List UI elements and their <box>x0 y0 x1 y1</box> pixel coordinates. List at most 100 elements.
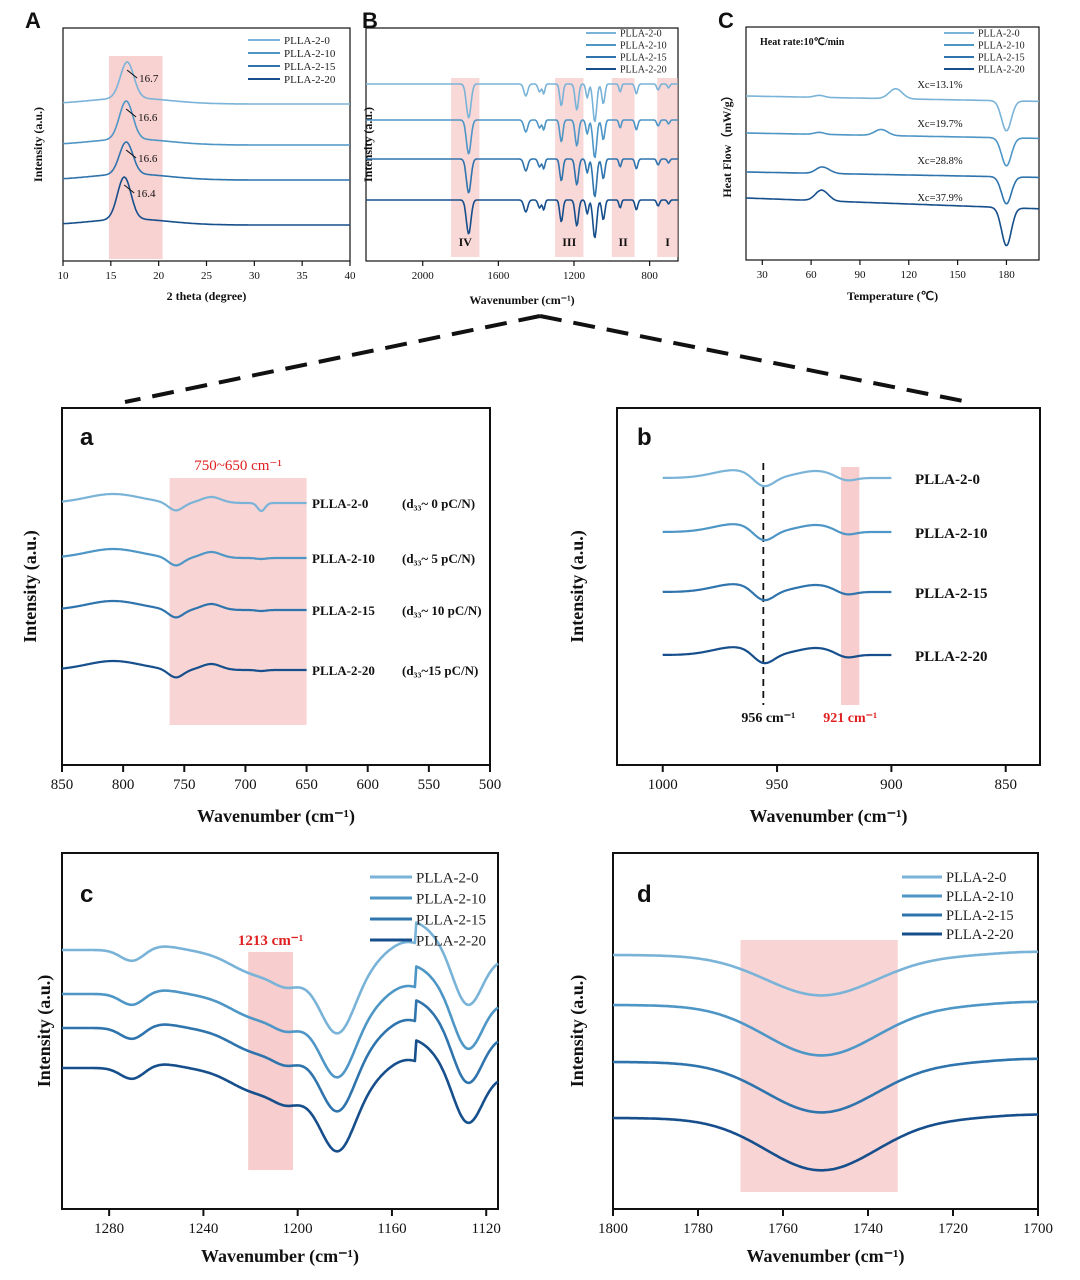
series-line <box>613 1000 1038 1057</box>
series-line <box>613 1057 1038 1114</box>
d33-label: (d₃₃~15 pC/N) <box>402 663 478 678</box>
peak-label: 16.7 <box>139 73 159 85</box>
x-tick-label: 1780 <box>683 1221 713 1237</box>
series-line <box>61 599 307 619</box>
axes-frame <box>612 852 1039 1210</box>
x-tick-label: 60 <box>806 269 818 281</box>
series-label: PLLA-2-0 <box>312 496 368 511</box>
series-line <box>62 141 350 181</box>
y-axis-title: Heat Flow（mW/g） <box>719 89 734 197</box>
series-line <box>746 88 1039 132</box>
series-label: PLLA-2-10 <box>312 551 375 566</box>
series-line <box>61 659 307 679</box>
x-tick-label: 90 <box>854 269 866 281</box>
series-line <box>662 469 892 488</box>
x-tick-label: 850 <box>51 777 74 793</box>
series-line <box>62 999 499 1113</box>
region-label: III <box>562 235 576 249</box>
x-tick-label: 1280 <box>94 1221 124 1237</box>
panel-letter: b <box>637 424 652 451</box>
series-line <box>662 583 892 602</box>
panel-letter: C <box>718 8 734 33</box>
series-line <box>62 965 499 1079</box>
xc-label: Xc=37.9% <box>917 193 963 204</box>
marker-956-label: 956 cm⁻¹ <box>741 711 795 726</box>
band-label: 750~650 cm⁻¹ <box>194 458 282 474</box>
x-tick-label: 30 <box>757 269 769 281</box>
legend-label: PLLA-2-20 <box>416 933 486 949</box>
region-label: IV <box>459 235 473 249</box>
legend-label: PLLA-2-10 <box>620 41 667 52</box>
x-tick-label: 1160 <box>377 1221 406 1237</box>
axes-frame <box>61 852 499 1210</box>
peak-tick <box>125 108 137 118</box>
series-label: PLLA-2-10 <box>915 526 988 542</box>
peak-label: 16.6 <box>138 153 158 165</box>
legend-label: PLLA-2-10 <box>946 889 1014 905</box>
y-axis-title: Intensity (a.u.) <box>34 975 55 1088</box>
peak-label: 16.6 <box>138 112 158 124</box>
panel-A: A 10 15 20 25 30 35 40 2 theta (degree) Intensity… <box>25 8 356 303</box>
band-label: 1213 cm⁻¹ <box>238 933 303 949</box>
heat-rate-note: Heat rate:10℃/min <box>760 37 845 48</box>
y-axis-title: Intensity (a.u.) <box>567 975 588 1088</box>
series-line <box>662 646 892 665</box>
x-axis-title: Wavenumber (cm⁻¹) <box>201 1246 359 1267</box>
legend-label: PLLA-2-10 <box>978 41 1025 52</box>
x-tick-label: 950 <box>766 777 789 793</box>
legend-label: PLLA-2-20 <box>620 65 667 76</box>
x-tick-label: 600 <box>356 777 379 793</box>
d33-label: (d₃₃~ 10 pC/N) <box>402 603 482 618</box>
legend-label: PLLA-2-10 <box>416 891 486 907</box>
series-line <box>746 189 1039 247</box>
x-tick-label: 180 <box>998 269 1015 281</box>
x-tick-label: 15 <box>105 270 117 282</box>
x-axis-title: Temperature (℃) <box>847 289 938 303</box>
x-tick-label: 1720 <box>938 1221 968 1237</box>
series-line <box>366 119 678 159</box>
zoom-line-left <box>124 314 541 404</box>
legend-label: PLLA-2-15 <box>620 53 667 64</box>
x-axis-title: Wavenumber (cm⁻¹) <box>749 806 907 827</box>
x-axis-title: Wavenumber (cm⁻¹) <box>469 293 574 307</box>
peak-tick <box>123 184 135 194</box>
region-band <box>657 78 678 257</box>
series-line <box>746 166 1039 205</box>
x-tick-label: 700 <box>234 777 257 793</box>
x-tick-label: 500 <box>479 777 502 793</box>
x-axis-title: Wavenumber (cm⁻¹) <box>746 1246 904 1267</box>
panel-d: d 1800 1780 1760 1740 1720 1700 Wavenumber (cm⁻… <box>567 852 1053 1267</box>
panel-letter: B <box>362 8 378 33</box>
x-tick-label: 1120 <box>471 1221 500 1237</box>
legend-label: PLLA-2-0 <box>946 870 1006 886</box>
x-tick-label: 120 <box>901 269 918 281</box>
x-tick-label: 1800 <box>598 1221 628 1237</box>
peak-tick <box>125 149 137 159</box>
marker-921-label: 921 cm⁻¹ <box>823 711 877 726</box>
series-line <box>613 1113 1038 1172</box>
x-tick-label: 150 <box>949 269 966 281</box>
series-line <box>61 547 307 567</box>
panel-C: C 30 60 90 120 150 180 Temperature (℃) Heat Flow… <box>718 8 1040 303</box>
x-tick-label: 20 <box>153 270 165 282</box>
panel-a: a 850 800 750 700 650 600 550 500 Wavenumber (cm⁻… <box>20 407 502 827</box>
legend-label: PLLA-2-0 <box>978 29 1020 40</box>
x-tick-label: 1700 <box>1023 1221 1053 1237</box>
panel-letter: d <box>637 881 652 908</box>
x-tick-label: 1000 <box>648 777 678 793</box>
y-axis-title: Intensity (a.u.) <box>361 107 375 182</box>
legend-label: PLLA-2-15 <box>284 61 336 73</box>
x-axis-title: 2 theta (degree) <box>167 289 247 303</box>
series-line <box>62 61 350 105</box>
highlight-band <box>169 478 307 725</box>
x-tick-label: 1240 <box>188 1221 218 1237</box>
x-tick-label: 900 <box>880 777 903 793</box>
xc-label: Xc=19.7% <box>917 119 963 130</box>
series-line <box>62 176 350 226</box>
series-label: PLLA-2-20 <box>312 663 375 678</box>
series-line <box>662 523 892 542</box>
series-label: PLLA-2-20 <box>915 649 988 665</box>
legend-label: PLLA-2-20 <box>978 65 1025 76</box>
region-label: II <box>618 235 628 249</box>
